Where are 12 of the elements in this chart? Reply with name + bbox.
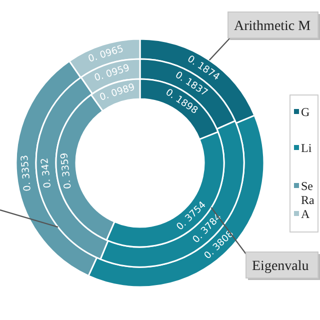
data-label: 0. 0959 <box>93 62 132 84</box>
slice-label: Arithmetic M <box>234 19 312 34</box>
data-label: 0. 3359 <box>59 152 74 190</box>
legend-label: Li <box>301 141 312 155</box>
slice-label: Eigenvalu <box>252 259 309 274</box>
legend-label: Se Ra <box>301 179 316 207</box>
data-label: 0. 0989 <box>98 82 136 104</box>
legend-label: A <box>301 207 310 221</box>
legend-label: G <box>301 105 310 119</box>
data-label: 0. 342 <box>39 157 54 189</box>
data-label: 0. 3353 <box>19 154 34 192</box>
data-label: 0. 0965 <box>87 44 125 65</box>
